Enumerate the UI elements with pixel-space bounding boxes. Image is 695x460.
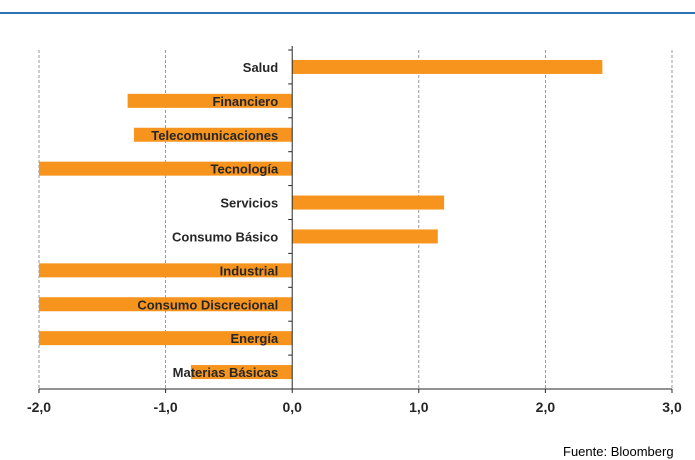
x-tick-label: -1,0 [154,399,178,415]
x-tick-label: 3,0 [662,399,682,415]
category-label: Salud [243,60,278,75]
bar-telecomunicaciones [133,127,293,142]
bar-servicios [292,195,445,210]
category-label: Consumo Discrecional [137,297,278,312]
category-label: Financiero [212,94,278,109]
bar-financiero [127,93,293,108]
category-label: Materias Básicas [173,365,279,380]
bar-energía [39,331,293,346]
x-tick-label: 1,0 [409,399,429,415]
bar-industrial [39,263,293,278]
axes [38,46,673,393]
category-label: Consumo Básico [172,229,278,244]
category-label: Telecomunicaciones [151,128,278,143]
category-label: Industrial [220,263,279,278]
tick-labels: -2,0 -1,0 0,0 1,0 2,0 3,0 [27,399,682,415]
source-note: Fuente: Bloomberg [563,444,674,459]
bars [39,59,603,380]
bar-tecnología [39,161,293,176]
title-bar [0,0,695,14]
category-label: Servicios [220,196,278,211]
bar-consumo-básico [292,229,438,244]
x-tick-label: 0,0 [282,399,302,415]
bar-materias-básicas [190,365,293,380]
x-tick-label: 2,0 [536,399,556,415]
category-label: Energía [231,331,279,346]
bar-salud [292,59,603,74]
bar-consumo-discrecional [39,297,293,312]
category-labels: Salud Financiero Telecomunicaciones Tecnolo… [137,60,279,380]
x-tick-label: -2,0 [27,399,51,415]
category-label: Tecnología [211,162,279,177]
